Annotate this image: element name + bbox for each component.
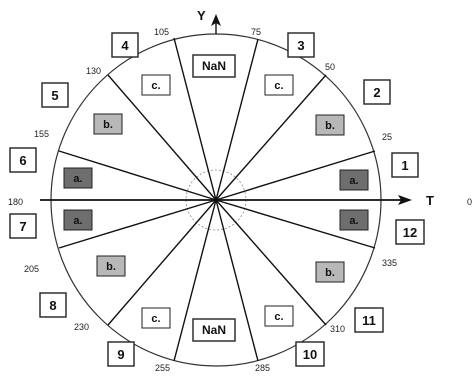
sector-number-box <box>111 32 139 58</box>
radial-line <box>58 150 217 201</box>
sector-number-box <box>391 152 419 178</box>
region-a-label: a. <box>349 215 358 227</box>
region-a-box <box>63 209 93 231</box>
region-c-label: c. <box>274 311 283 323</box>
radial-lines <box>58 37 376 362</box>
sector-number: 3 <box>297 38 304 53</box>
sector-number: 11 <box>362 313 376 328</box>
y-axis-label: Y <box>197 8 206 23</box>
degree-label: 75 <box>251 27 261 37</box>
degree-label: 130 <box>86 66 101 76</box>
region-b-box <box>315 114 345 136</box>
region-b-box <box>315 261 345 283</box>
region-nan-label: NaN <box>202 59 226 73</box>
sector-number: 9 <box>117 347 124 362</box>
degree-label: 180 <box>8 197 23 207</box>
radial-line <box>215 199 376 249</box>
sector-number: 6 <box>19 153 26 168</box>
sector-number: 8 <box>49 298 56 313</box>
y-axis-arrow <box>211 14 221 26</box>
degree-label: 205 <box>24 264 39 274</box>
region-nan-box <box>192 54 236 78</box>
degree-label: 50 <box>325 62 335 72</box>
sector-number-box <box>41 82 69 108</box>
region-a-box <box>63 167 93 189</box>
region-b-label: b. <box>325 267 335 279</box>
sector-number-box <box>295 341 325 367</box>
radial-line <box>215 199 327 326</box>
sector-number: 12 <box>403 225 417 240</box>
sector-number: 5 <box>51 88 58 103</box>
radial-line <box>173 199 217 362</box>
degree-label: 105 <box>154 27 169 37</box>
degree-label: 310 <box>330 324 345 334</box>
sector-number-box <box>9 213 37 239</box>
radial-line <box>215 199 259 362</box>
t-axis-label: T <box>426 193 434 208</box>
sector-number-box <box>363 79 391 105</box>
region-nan-box <box>192 318 236 342</box>
degree-label: 255 <box>155 363 170 373</box>
degree-label: 230 <box>74 322 89 332</box>
sector-number-box <box>107 341 135 367</box>
region-b-label: b. <box>325 120 335 132</box>
region-a-box <box>339 169 369 191</box>
degree-label: 25 <box>382 132 392 142</box>
region-b-box <box>96 255 126 277</box>
sector-number-box <box>9 147 37 173</box>
sector-number-box <box>354 307 384 333</box>
degree-label: 335 <box>382 258 397 268</box>
sector-number: 4 <box>121 38 129 53</box>
region-a-label: a. <box>349 175 358 187</box>
sector-number: 7 <box>19 219 26 234</box>
radial-line <box>58 199 217 249</box>
degree-label: 285 <box>255 363 270 373</box>
region-c-box <box>264 305 294 327</box>
region-c-label: c. <box>151 80 160 92</box>
radial-line <box>173 37 217 201</box>
radial-line <box>215 74 327 201</box>
sector-number: 1 <box>401 158 408 173</box>
radial-line <box>107 199 217 326</box>
region-a-box <box>339 209 369 231</box>
sector-number-box <box>287 32 315 58</box>
region-c-box <box>141 307 171 329</box>
region-c-label: c. <box>274 80 283 92</box>
region-nan-label: NaN <box>202 323 226 337</box>
t-axis-end-label: 0 <box>467 197 472 207</box>
region-b-box <box>93 113 123 135</box>
region-b-label: b. <box>103 119 113 131</box>
t-axis-arrow <box>398 195 412 205</box>
radial-line <box>215 38 259 201</box>
region-c-box <box>141 74 171 96</box>
degree-label: 155 <box>34 129 49 139</box>
sector-number-box <box>395 219 425 245</box>
region-b-label: b. <box>106 261 116 273</box>
region-c-label: c. <box>151 313 160 325</box>
sector-number: 10 <box>303 347 317 362</box>
region-c-box <box>264 74 294 96</box>
region-a-label: a. <box>73 215 82 227</box>
sector-number: 2 <box>373 85 380 100</box>
radial-line <box>107 74 217 201</box>
region-a-label: a. <box>73 173 82 185</box>
radial-line <box>215 150 376 201</box>
sector-number-box <box>39 292 67 318</box>
